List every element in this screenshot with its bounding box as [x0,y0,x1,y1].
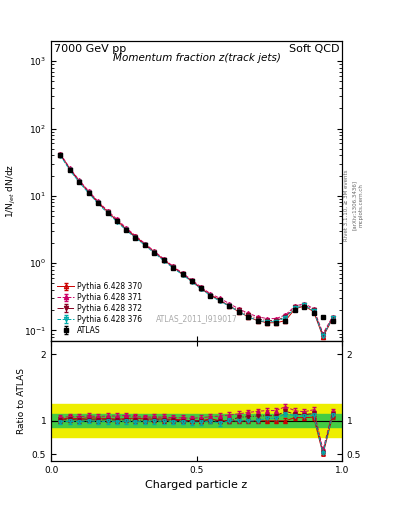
Text: Rivet 3.1.10, ≥ 3M events: Rivet 3.1.10, ≥ 3M events [344,169,349,241]
Y-axis label: Ratio to ATLAS: Ratio to ATLAS [17,368,26,434]
Legend: Pythia 6.428 370, Pythia 6.428 371, Pythia 6.428 372, Pythia 6.428 376, ATLAS: Pythia 6.428 370, Pythia 6.428 371, Pyth… [55,280,145,337]
Y-axis label: 1/N$_{jet}$ dN/dz: 1/N$_{jet}$ dN/dz [5,164,18,218]
Bar [51,414,342,428]
Text: Momentum fraction z(track jets): Momentum fraction z(track jets) [112,53,281,63]
Text: 7000 GeV pp: 7000 GeV pp [54,44,126,54]
Text: ATLAS_2011_I919017: ATLAS_2011_I919017 [156,314,237,323]
Bar [51,404,342,437]
Text: [arXiv:1306.3436]: [arXiv:1306.3436] [352,180,357,230]
Text: mcplots.cern.ch: mcplots.cern.ch [358,183,364,227]
X-axis label: Charged particle z: Charged particle z [145,480,248,490]
Text: Soft QCD: Soft QCD [288,44,339,54]
